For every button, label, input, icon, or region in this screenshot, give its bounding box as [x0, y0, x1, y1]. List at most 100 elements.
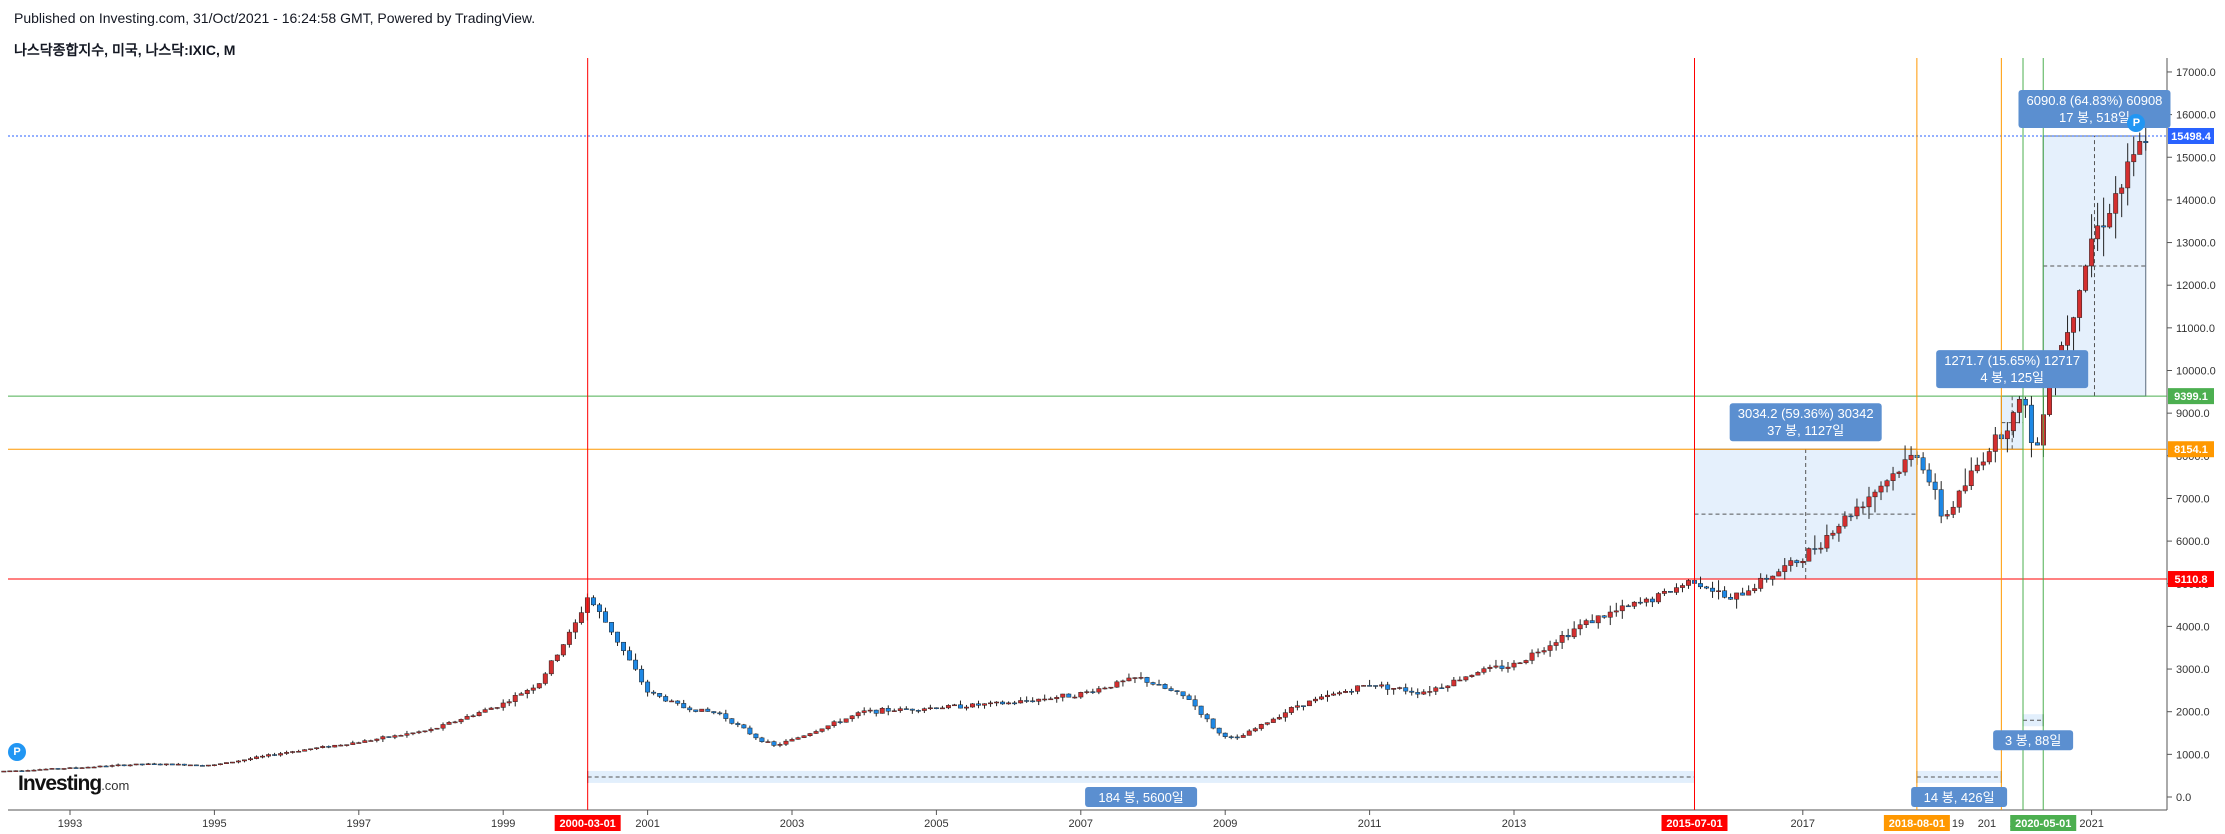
- price-level-badge-label: 9399.1: [2174, 391, 2208, 403]
- candle-body: [831, 721, 837, 726]
- candle-body: [25, 770, 31, 772]
- candle-body: [398, 735, 404, 737]
- candle-body: [1686, 580, 1691, 586]
- candle-body: [1956, 490, 1962, 508]
- candle-body: [2119, 187, 2125, 194]
- symbol-marker-icon[interactable]: P: [8, 743, 26, 761]
- candle-body: [1920, 457, 1926, 471]
- candle-body: [1102, 687, 1108, 690]
- candle-body: [1565, 635, 1571, 638]
- candle-body: [2137, 141, 2143, 155]
- candle-body: [1974, 464, 1980, 472]
- candle-body: [416, 731, 422, 734]
- candle-body: [1944, 514, 1950, 517]
- candle-body: [1986, 451, 1992, 463]
- candle-body: [145, 763, 151, 765]
- candle-body: [699, 708, 705, 712]
- candle-body: [314, 747, 320, 750]
- candle-body: [1108, 686, 1114, 689]
- candle-body: [1300, 705, 1306, 707]
- candle-body: [633, 659, 639, 670]
- date-marker-badge-label: 2020-05-01: [2015, 818, 2071, 830]
- candle-body: [19, 770, 25, 772]
- candle-body: [43, 768, 49, 771]
- candle-body: [362, 740, 368, 743]
- candle-body: [1379, 684, 1385, 687]
- candle-body: [350, 742, 356, 745]
- candle-body: [903, 708, 909, 710]
- candle-body: [603, 611, 608, 623]
- x-tick-label: 2011: [1358, 818, 1382, 830]
- candle-body: [1445, 685, 1451, 689]
- candle-body: [1764, 577, 1770, 580]
- candle-body: [1866, 496, 1872, 508]
- candle-body: [1186, 695, 1192, 700]
- candle-body: [326, 746, 332, 748]
- candle-body: [1421, 691, 1427, 695]
- candle-body: [512, 695, 518, 702]
- y-tick-label: 0.0: [2176, 792, 2191, 804]
- candle-body: [1180, 691, 1186, 697]
- candle-body: [795, 737, 801, 740]
- candle-body: [1463, 676, 1469, 681]
- candle-body: [13, 770, 19, 772]
- candle-body: [1818, 547, 1824, 550]
- candle-body: [1114, 681, 1120, 688]
- candle-body: [488, 707, 494, 710]
- candle-body: [518, 693, 524, 696]
- y-tick-label: 6000.0: [2176, 536, 2210, 548]
- candle-body: [675, 700, 681, 704]
- candle-body: [1637, 601, 1643, 604]
- candle-body: [434, 727, 440, 730]
- candle-body: [1078, 692, 1084, 698]
- candle-body: [723, 713, 729, 719]
- candle-body: [1475, 672, 1481, 676]
- candle-body: [1264, 722, 1270, 725]
- candle-body: [1932, 481, 1938, 490]
- x-tick-label-partial: 19: [1952, 818, 1964, 830]
- candle-body: [945, 705, 951, 709]
- candle-body: [61, 768, 67, 770]
- candle-body: [223, 762, 229, 764]
- candle-body: [458, 719, 464, 723]
- candle-body: [1385, 684, 1391, 690]
- candle-body: [500, 702, 506, 708]
- price-level-badge: [2168, 388, 2214, 405]
- candle-body: [1331, 693, 1336, 696]
- candle-body: [1439, 687, 1445, 689]
- candle-body: [1403, 687, 1409, 692]
- candle-body: [1457, 679, 1463, 682]
- candle-body: [1752, 588, 1758, 591]
- candle-body: [1728, 597, 1734, 600]
- candle-body: [1535, 651, 1541, 654]
- candle-body: [1126, 677, 1132, 682]
- candle-body: [1758, 577, 1764, 589]
- candle-body: [657, 693, 663, 697]
- candle-body: [1138, 677, 1144, 679]
- date-marker-badge: [1661, 815, 1728, 831]
- candle-body: [663, 696, 669, 702]
- candle-body: [1655, 593, 1661, 603]
- measure-label-line2: 37 봉, 1127일: [1767, 423, 1844, 438]
- logo-main: Investing: [18, 772, 102, 795]
- candle-body: [1547, 645, 1553, 651]
- candle-body: [1872, 491, 1878, 498]
- candle-body: [236, 760, 241, 763]
- candle-body: [891, 710, 897, 712]
- candle-body: [284, 752, 290, 754]
- measure-label-line1: 6090.8 (64.83%) 60908: [2027, 93, 2163, 108]
- x-tick-label-partial: 201: [1978, 818, 1996, 830]
- chart-header: Published on Investing.com, 31/Oct/2021 …: [14, 10, 535, 58]
- candle-body: [843, 718, 849, 723]
- candle-body: [1337, 692, 1342, 695]
- date-marker-badge-label: 2015-07-01: [1666, 818, 1722, 830]
- symbol-title: 나스닥종합지수, 미국, 나스닥:IXIC, M: [14, 42, 236, 58]
- candle-body: [55, 768, 61, 770]
- candle-body: [1571, 628, 1577, 638]
- y-tick-label: 4000.0: [2176, 621, 2210, 633]
- candle-body: [482, 709, 488, 713]
- candle-body: [2101, 225, 2107, 228]
- alert-marker-icon[interactable]: P: [2127, 113, 2146, 132]
- candle-body: [1625, 605, 1631, 608]
